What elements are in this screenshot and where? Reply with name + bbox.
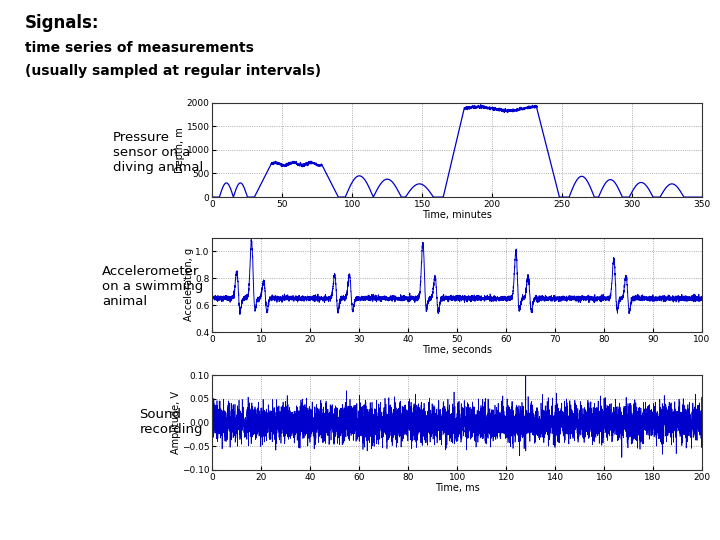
X-axis label: Time, minutes: Time, minutes [422, 210, 492, 220]
Text: Sound
recording: Sound recording [140, 408, 203, 436]
X-axis label: Time, ms: Time, ms [435, 483, 480, 493]
Text: Accelerometer
on a swimming
animal: Accelerometer on a swimming animal [102, 265, 203, 308]
Y-axis label: Acceleration, g: Acceleration, g [184, 248, 194, 321]
Text: Pressure
sensor on a
diving animal: Pressure sensor on a diving animal [113, 131, 203, 174]
Text: Signals:: Signals: [25, 14, 99, 31]
Text: (usually sampled at regular intervals): (usually sampled at regular intervals) [25, 64, 321, 78]
Text: time series of measurements: time series of measurements [25, 40, 254, 55]
Y-axis label: Amplitude, V: Amplitude, V [171, 391, 181, 454]
Y-axis label: Depth, m: Depth, m [175, 127, 185, 173]
X-axis label: Time, seconds: Time, seconds [422, 345, 492, 355]
